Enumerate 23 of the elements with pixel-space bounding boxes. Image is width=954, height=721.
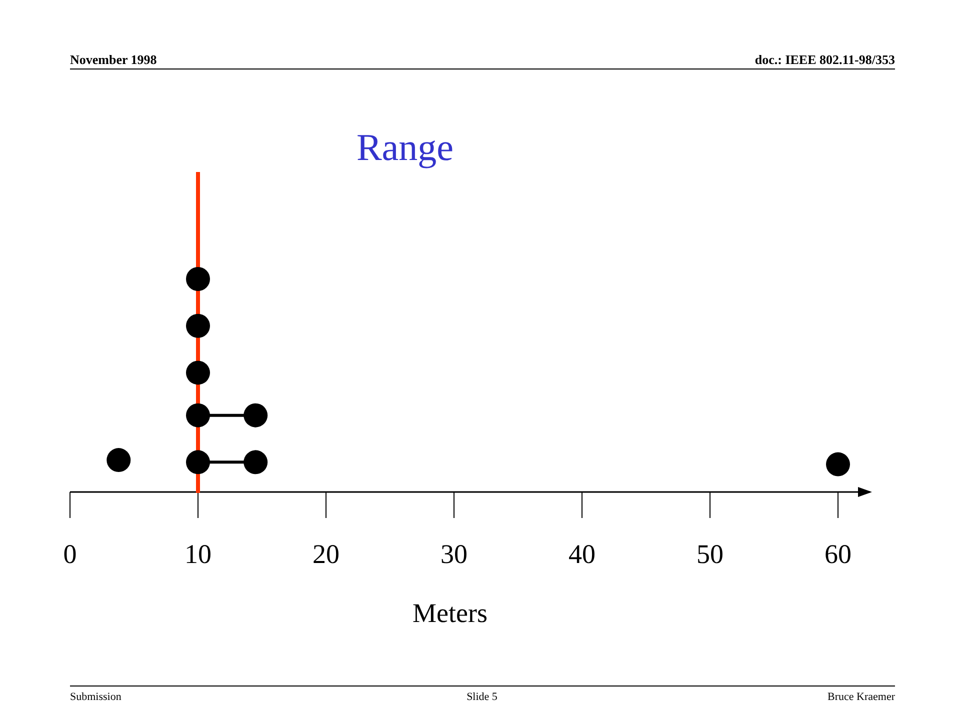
point — [826, 452, 850, 476]
text: doc.: IEEE 802.11-98/353 — [754, 52, 896, 67]
x-axis-title: Meters — [412, 598, 488, 628]
x-tick-label: 40 — [568, 539, 596, 569]
text: Bruce Kraemer — [828, 691, 896, 703]
text: Slide 5 — [466, 691, 498, 703]
point — [244, 450, 268, 474]
point — [186, 267, 210, 291]
x-tick-label: 30 — [440, 539, 468, 569]
point — [186, 450, 210, 474]
point — [244, 403, 268, 428]
x-tick-label: 60 — [824, 539, 852, 569]
point — [186, 403, 210, 428]
x-tick-label: 50 — [696, 539, 724, 569]
chart-title: Range — [356, 127, 454, 169]
point — [186, 360, 210, 385]
point — [106, 448, 131, 472]
text: November 1998 — [70, 52, 158, 67]
text: Submission — [70, 691, 122, 703]
x-tick-label: 0 — [63, 539, 77, 569]
x-tick-label: 10 — [184, 539, 212, 569]
x-tick-label: 20 — [312, 539, 340, 569]
point — [186, 314, 210, 338]
